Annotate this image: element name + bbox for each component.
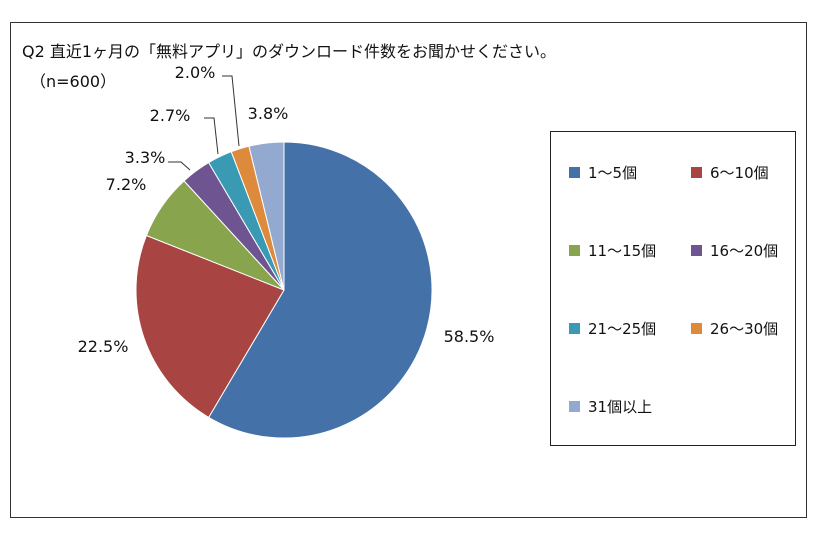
legend-label: 6〜10個 xyxy=(710,164,769,182)
chart-subtitle: （n=600） xyxy=(30,72,117,91)
legend-item: 1〜5個 xyxy=(569,162,637,183)
legend-item: 11〜15個 xyxy=(569,240,656,261)
legend-swatch xyxy=(691,323,702,334)
leader-line xyxy=(222,75,240,147)
legend-label: 11〜15個 xyxy=(588,242,657,260)
legend-swatch xyxy=(569,323,580,334)
legend-item: 6〜10個 xyxy=(691,162,769,183)
legend-label: 21〜25個 xyxy=(588,320,657,338)
slice-data-label: 58.5% xyxy=(444,327,495,346)
slice-data-label: 2.0% xyxy=(175,63,216,82)
slice-data-label: 22.5% xyxy=(78,337,129,356)
pie-slice xyxy=(207,141,433,439)
legend-item: 26〜30個 xyxy=(691,318,778,339)
legend-swatch xyxy=(569,401,580,412)
legend-label: 16〜20個 xyxy=(710,242,779,260)
legend-label: 26〜30個 xyxy=(710,320,779,338)
leader-line xyxy=(204,117,219,155)
slice-data-label: 7.2% xyxy=(106,175,147,194)
legend-label: 1〜5個 xyxy=(588,164,638,182)
legend-item: 16〜20個 xyxy=(691,240,778,261)
pie-slice xyxy=(135,234,285,419)
legend-label: 31個以上 xyxy=(588,398,653,416)
legend-item: 31個以上 xyxy=(569,396,652,417)
leader-line xyxy=(168,161,191,171)
legend-swatch xyxy=(691,167,702,178)
legend-swatch xyxy=(691,245,702,256)
slice-data-label: 3.8% xyxy=(248,104,289,123)
legend-swatch xyxy=(569,167,580,178)
legend: 1〜5個 6〜10個 11〜15個 16〜20個 21〜25個 26〜30個 31個以上 xyxy=(550,131,796,446)
legend-swatch xyxy=(569,245,580,256)
legend-item: 21〜25個 xyxy=(569,318,656,339)
slice-data-label: 3.3% xyxy=(125,148,166,167)
pie-slice xyxy=(248,141,285,291)
slice-data-label: 2.7% xyxy=(150,106,191,125)
chart-title: Q2 直近1ヶ月の「無料アプリ」のダウンロード件数をお聞かせください。 xyxy=(22,42,557,61)
